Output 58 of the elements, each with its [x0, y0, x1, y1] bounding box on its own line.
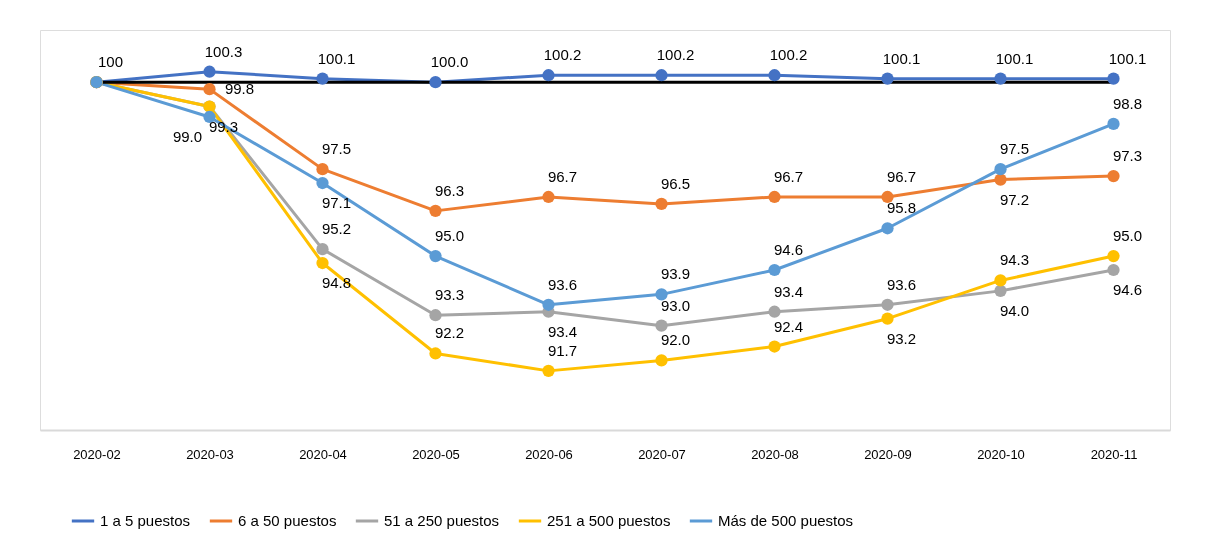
data-label: 96.7: [773, 167, 804, 185]
legend-label: 51 a 250 puestos: [384, 512, 500, 529]
data-label: 95.0: [434, 227, 465, 245]
data-label: 94.6: [1112, 281, 1143, 298]
x-tick-label: 2020-11: [1090, 446, 1138, 462]
data-label: 97.5: [999, 140, 1030, 158]
x-tick-label: 2020-02: [73, 446, 121, 462]
data-label: 100.1: [317, 49, 356, 67]
data-label: 91.7: [547, 341, 578, 359]
x-tick-label: 2020-05: [412, 446, 460, 462]
data-label: 94.0: [999, 301, 1030, 319]
data-label: 100.1: [995, 49, 1034, 67]
legend-label: 6 a 50 puestos: [238, 512, 337, 529]
data-label: 100.1: [882, 49, 921, 67]
x-tick-label: 2020-03: [186, 446, 234, 462]
x-tick-label: 2020-10: [977, 446, 1025, 462]
data-label: 99.8: [224, 80, 255, 98]
data-label: 100.1: [1108, 49, 1147, 67]
x-tick-label: 2020-04: [299, 446, 347, 462]
data-label: 92.0: [660, 331, 691, 349]
data-label: 92.2: [434, 324, 465, 342]
data-label: 93.3: [434, 286, 465, 304]
data-label: 99.0: [172, 127, 203, 145]
data-label: 94.6: [773, 241, 804, 258]
legend-label: 1 a 5 puestos: [100, 512, 191, 529]
data-label: 96.7: [547, 167, 578, 185]
data-label: 95.8: [886, 199, 917, 217]
data-label: 97.3: [1112, 147, 1143, 165]
data-label: 92.4: [773, 317, 804, 335]
data-label: 94.3: [999, 251, 1030, 269]
legend-label: 251 a 500 puestos: [547, 512, 671, 529]
data-label: 93.6: [886, 275, 917, 293]
data-label: 95.2: [321, 220, 352, 238]
data-label: 100.2: [656, 46, 695, 64]
data-label: 93.2: [886, 329, 917, 347]
data-label: 93.4: [773, 282, 804, 300]
data-label: 98.8: [1112, 94, 1143, 112]
data-label: 97.1: [321, 194, 352, 212]
x-tick-label: 2020-06: [525, 446, 573, 462]
data-label: 97.5: [321, 140, 352, 158]
data-label: 93.4: [547, 322, 578, 340]
data-label: 96.3: [434, 181, 465, 199]
x-tick-label: 2020-09: [864, 446, 912, 462]
data-label: 95.0: [1112, 227, 1143, 245]
data-label: 96.5: [660, 174, 691, 192]
data-label: 100.2: [769, 46, 808, 64]
data-label: 100.2: [543, 46, 582, 64]
data-label: 93.0: [660, 296, 691, 314]
data-label: 100: [97, 53, 124, 71]
data-label: 100.0: [430, 53, 469, 71]
data-label: 93.9: [660, 265, 691, 283]
data-label: 93.6: [547, 275, 578, 293]
data-label: 96.7: [886, 167, 917, 185]
legend-label: Más de 500 puestos: [718, 512, 854, 529]
x-tick-label: 2020-07: [638, 446, 686, 462]
x-tick-label: 2020-08: [751, 446, 799, 462]
data-label: 97.2: [999, 190, 1030, 208]
data-label: 100.3: [204, 42, 243, 60]
